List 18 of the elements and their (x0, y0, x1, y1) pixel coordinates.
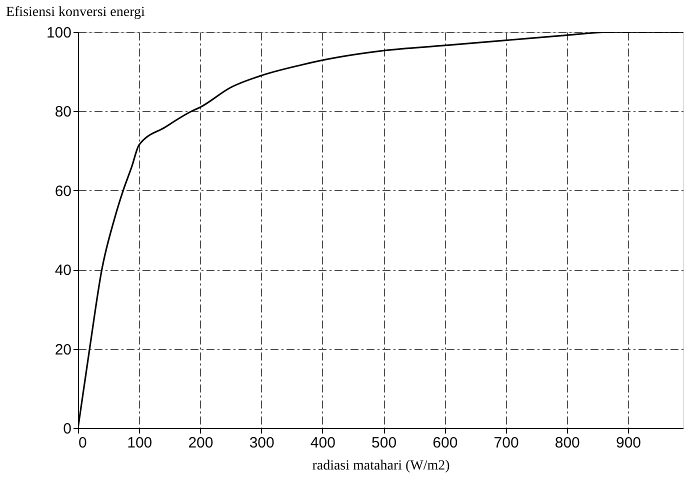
x-tick-label: 400 (310, 434, 336, 452)
y-tick-label: 40 (54, 262, 72, 280)
y-tick-label: 100 (46, 24, 72, 42)
x-tick-label: 500 (372, 434, 397, 452)
y-tick-label: 0 (63, 420, 72, 438)
y-tick-label: 80 (54, 104, 72, 121)
x-tick-label: 700 (494, 434, 519, 452)
y-tick-label: 60 (54, 182, 72, 200)
x-tick-label: 800 (554, 434, 580, 452)
x-tick-label: 300 (249, 434, 274, 452)
x-tick-label: 200 (188, 434, 214, 452)
x-tick-label: 600 (432, 434, 458, 452)
x-axis-title: radiasi matahari (W/m2) (312, 458, 450, 474)
x-tick-label: 0 (78, 434, 87, 452)
y-axis-title: Efisiensi konversi energi (6, 5, 146, 20)
y-tick-label: 20 (54, 341, 72, 358)
x-tick-label: 100 (127, 434, 152, 452)
x-tick-label: 900 (616, 434, 642, 452)
